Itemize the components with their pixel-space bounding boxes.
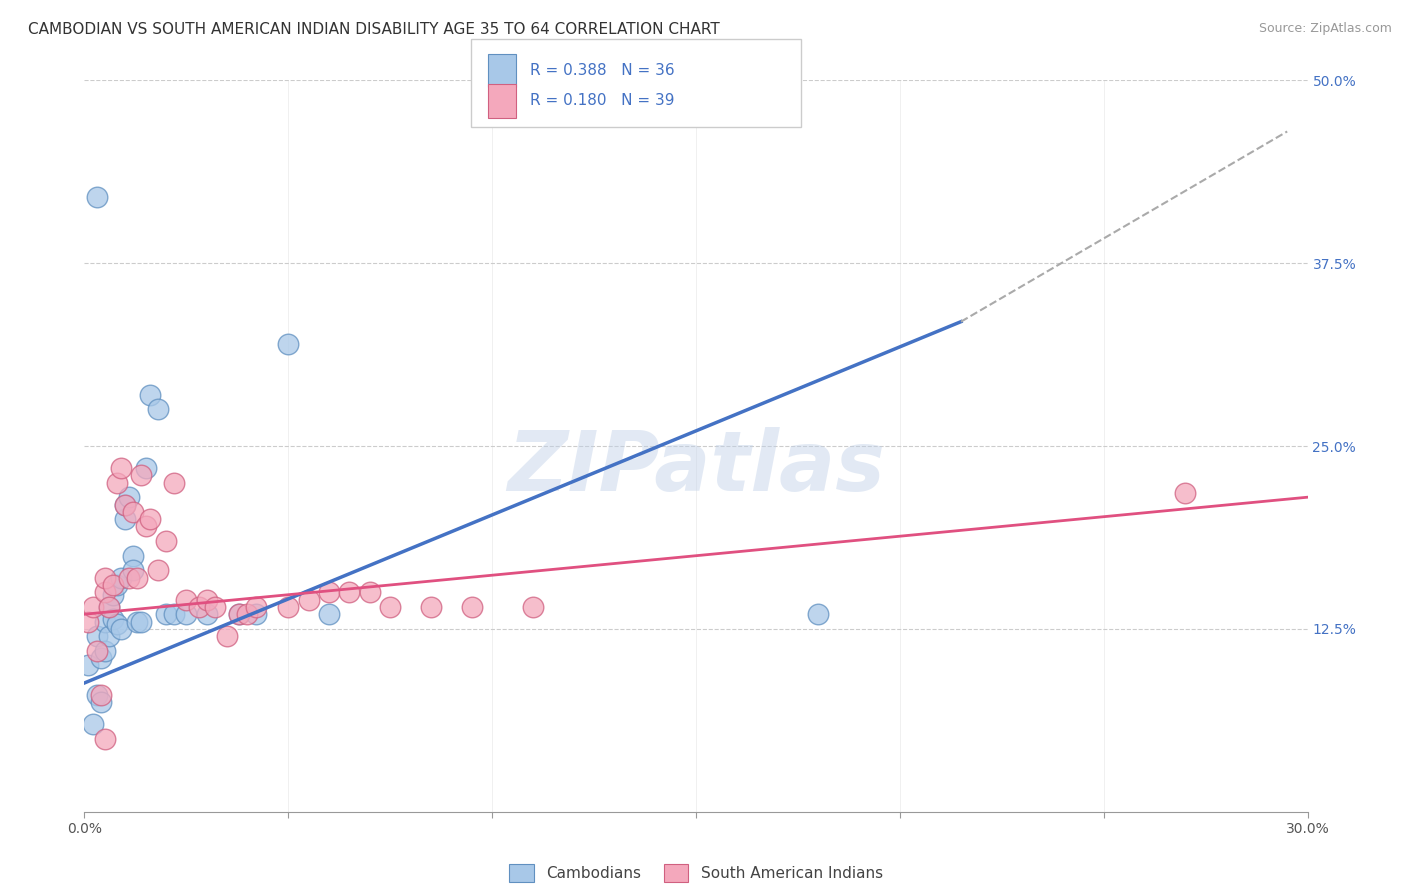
Point bbox=[131, 468, 153, 483]
Point bbox=[97, 629, 120, 643]
Point bbox=[122, 563, 145, 577]
Point bbox=[82, 599, 104, 614]
Point bbox=[122, 549, 145, 563]
Point bbox=[114, 498, 136, 512]
Point bbox=[110, 571, 132, 585]
Point bbox=[380, 599, 402, 614]
Point bbox=[86, 688, 108, 702]
Point bbox=[97, 599, 120, 614]
Point bbox=[105, 617, 128, 632]
Text: Source: ZipAtlas.com: Source: ZipAtlas.com bbox=[1258, 22, 1392, 36]
Point bbox=[93, 644, 117, 658]
Point bbox=[131, 615, 153, 629]
Point bbox=[93, 731, 117, 746]
Point bbox=[245, 599, 267, 614]
Point bbox=[86, 190, 108, 204]
Point bbox=[90, 695, 112, 709]
Point bbox=[339, 585, 361, 599]
Text: ZIPatlas: ZIPatlas bbox=[508, 427, 884, 508]
Point bbox=[236, 607, 259, 622]
Point bbox=[110, 461, 132, 475]
Point bbox=[318, 585, 340, 599]
Point bbox=[118, 490, 141, 504]
Text: CAMBODIAN VS SOUTH AMERICAN INDIAN DISABILITY AGE 35 TO 64 CORRELATION CHART: CAMBODIAN VS SOUTH AMERICAN INDIAN DISAB… bbox=[28, 22, 720, 37]
Point bbox=[118, 571, 141, 585]
Point bbox=[135, 519, 157, 533]
Point bbox=[228, 607, 250, 622]
Point bbox=[318, 607, 340, 622]
Point bbox=[77, 615, 100, 629]
Point bbox=[122, 505, 145, 519]
Point bbox=[138, 512, 160, 526]
Point bbox=[101, 578, 124, 592]
Text: R = 0.388   N = 36: R = 0.388 N = 36 bbox=[530, 63, 675, 78]
Point bbox=[176, 607, 198, 622]
Point bbox=[105, 578, 128, 592]
Point bbox=[93, 571, 117, 585]
Point bbox=[138, 388, 160, 402]
Point bbox=[110, 622, 132, 636]
Point bbox=[359, 585, 381, 599]
Point bbox=[195, 607, 218, 622]
Point bbox=[217, 629, 239, 643]
Point bbox=[187, 599, 209, 614]
Point bbox=[461, 599, 484, 614]
Point bbox=[155, 534, 177, 549]
Point bbox=[522, 599, 544, 614]
Point bbox=[82, 717, 104, 731]
Point bbox=[86, 629, 108, 643]
Point bbox=[90, 688, 112, 702]
Point bbox=[114, 498, 136, 512]
Point bbox=[163, 475, 186, 490]
Point bbox=[127, 571, 149, 585]
Point bbox=[146, 563, 169, 577]
Point bbox=[127, 615, 149, 629]
Point bbox=[176, 592, 198, 607]
Point bbox=[298, 592, 321, 607]
Point bbox=[228, 607, 250, 622]
Text: R = 0.180   N = 39: R = 0.180 N = 39 bbox=[530, 94, 675, 108]
Point bbox=[93, 615, 117, 629]
Point bbox=[277, 599, 299, 614]
Point bbox=[146, 402, 169, 417]
Point bbox=[163, 607, 186, 622]
Point bbox=[420, 599, 443, 614]
Point bbox=[101, 588, 124, 602]
Point bbox=[277, 336, 299, 351]
Point bbox=[155, 607, 177, 622]
Point bbox=[105, 475, 128, 490]
Point bbox=[245, 607, 267, 622]
Point bbox=[77, 658, 100, 673]
Point bbox=[90, 651, 112, 665]
Point bbox=[86, 644, 108, 658]
Point bbox=[101, 612, 124, 626]
Point bbox=[135, 461, 157, 475]
Point bbox=[97, 599, 120, 614]
Point bbox=[1174, 485, 1197, 500]
Point bbox=[114, 512, 136, 526]
Legend: Cambodians, South American Indians: Cambodians, South American Indians bbox=[503, 858, 889, 888]
Point bbox=[93, 585, 117, 599]
Point bbox=[204, 599, 226, 614]
Point bbox=[195, 592, 218, 607]
Point bbox=[807, 607, 830, 622]
